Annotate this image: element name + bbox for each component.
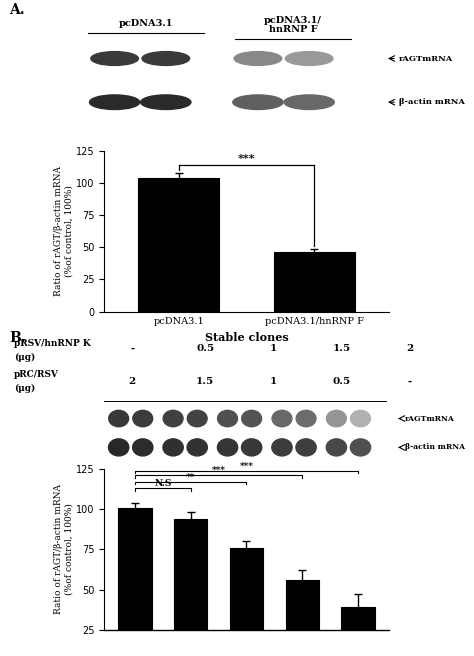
Text: -: - <box>130 344 135 353</box>
Bar <box>341 607 375 630</box>
Bar <box>118 508 152 630</box>
Text: rAGTmRNA: rAGTmRNA <box>399 54 453 62</box>
Text: pRSV/hnRNP K: pRSV/hnRNP K <box>14 338 91 348</box>
Text: 1.5: 1.5 <box>196 377 214 386</box>
Ellipse shape <box>284 95 334 110</box>
Ellipse shape <box>234 52 282 66</box>
Text: ***: *** <box>237 154 255 165</box>
Text: 2: 2 <box>406 344 413 353</box>
X-axis label: Stable clones: Stable clones <box>205 332 288 342</box>
Text: pRC/RSV: pRC/RSV <box>14 370 59 379</box>
Ellipse shape <box>163 439 183 456</box>
Bar <box>273 253 355 312</box>
Ellipse shape <box>233 95 283 110</box>
Text: hnRNP F: hnRNP F <box>269 25 317 34</box>
Ellipse shape <box>326 439 346 456</box>
Ellipse shape <box>218 439 237 456</box>
Ellipse shape <box>296 439 316 456</box>
Text: 1: 1 <box>270 377 277 386</box>
Y-axis label: Ratio of rAGT/β-actin mRNA
(%of control, 100%): Ratio of rAGT/β-actin mRNA (%of control,… <box>54 484 73 615</box>
Text: B.: B. <box>9 331 26 345</box>
Text: (μg): (μg) <box>14 383 35 392</box>
Text: β-actin mRNA: β-actin mRNA <box>399 98 465 106</box>
Ellipse shape <box>272 411 292 427</box>
Text: 0.5: 0.5 <box>196 344 214 353</box>
Y-axis label: Ratio of rAGT/β-actin mRNA
(%of control, 100%): Ratio of rAGT/β-actin mRNA (%of control,… <box>54 166 73 297</box>
Text: **: ** <box>186 472 195 482</box>
Text: pcDNA3.1: pcDNA3.1 <box>119 19 173 28</box>
Ellipse shape <box>163 411 183 427</box>
Ellipse shape <box>142 52 190 66</box>
Text: 1.5: 1.5 <box>333 344 351 353</box>
Ellipse shape <box>296 411 316 427</box>
Text: pcDNA3.1/: pcDNA3.1/ <box>264 16 322 26</box>
Text: ***: *** <box>212 466 226 475</box>
Ellipse shape <box>141 95 191 110</box>
Text: 1: 1 <box>270 344 277 353</box>
Text: rAGTmRNA: rAGTmRNA <box>405 415 455 422</box>
Ellipse shape <box>285 52 333 66</box>
Ellipse shape <box>351 411 370 427</box>
Ellipse shape <box>109 411 128 427</box>
Text: N.S: N.S <box>154 479 172 488</box>
Text: 0.5: 0.5 <box>333 377 351 386</box>
Ellipse shape <box>187 439 207 456</box>
Bar <box>174 519 208 630</box>
Text: β-actin mRNA: β-actin mRNA <box>405 443 465 451</box>
Text: ***: *** <box>239 461 254 470</box>
Text: A.: A. <box>9 3 25 17</box>
Ellipse shape <box>90 95 140 110</box>
Ellipse shape <box>133 439 153 456</box>
Ellipse shape <box>272 439 292 456</box>
Ellipse shape <box>350 439 371 456</box>
Bar <box>285 580 319 630</box>
Ellipse shape <box>187 411 207 427</box>
Bar <box>138 178 219 312</box>
Bar <box>230 548 263 630</box>
Ellipse shape <box>91 52 138 66</box>
Text: -: - <box>408 377 412 386</box>
Text: (μg): (μg) <box>14 352 35 361</box>
Text: 2: 2 <box>129 377 136 386</box>
Ellipse shape <box>327 411 346 427</box>
Ellipse shape <box>241 439 262 456</box>
Ellipse shape <box>109 439 129 456</box>
Ellipse shape <box>242 411 262 427</box>
Ellipse shape <box>133 411 153 427</box>
Ellipse shape <box>218 411 237 427</box>
